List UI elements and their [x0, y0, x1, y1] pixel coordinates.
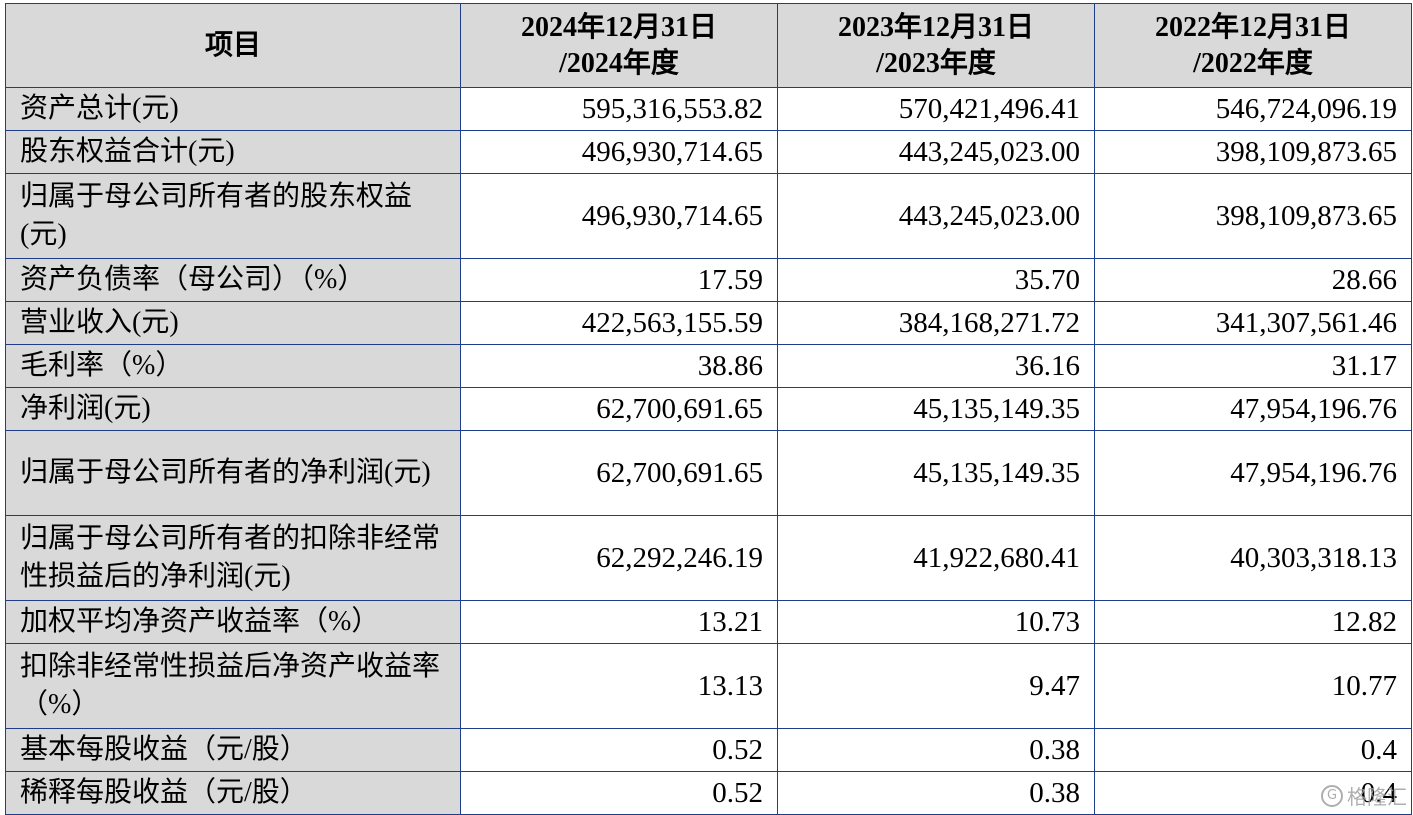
table-row: 归属于母公司所有者的净利润(元) 62,700,691.65 45,135,14… [5, 430, 1412, 516]
table-row: 营业收入(元) 422,563,155.59 384,168,271.72 34… [5, 301, 1412, 345]
cell-2022: 40,303,318.13 [1094, 515, 1412, 601]
table-row: 稀释每股收益（元/股） 0.52 0.38 0.4 [5, 771, 1412, 815]
cell-2024: 62,292,246.19 [460, 515, 778, 601]
cell-2024: 595,316,553.82 [460, 87, 778, 131]
cell-2022: 47,954,196.76 [1094, 387, 1412, 431]
row-label: 稀释每股收益（元/股） [5, 771, 461, 815]
cell-2024: 13.13 [460, 643, 778, 729]
row-label: 加权平均净资产收益率（%） [5, 600, 461, 644]
cell-2024: 496,930,714.65 [460, 173, 778, 259]
cell-2022: 28.66 [1094, 258, 1412, 302]
watermark: G 格隆汇 [1321, 781, 1407, 810]
cell-2023: 36.16 [777, 344, 1095, 388]
cell-2024: 62,700,691.65 [460, 387, 778, 431]
financial-summary-table: 项目 2024年12月31日 /2024年度 2023年12月31日 /2023… [5, 3, 1412, 815]
row-label: 股东权益合计(元) [5, 130, 461, 174]
header-col-2022: 2022年12月31日 /2022年度 [1094, 3, 1412, 88]
cell-2023: 10.73 [777, 600, 1095, 644]
cell-2024: 62,700,691.65 [460, 430, 778, 516]
header-col-2024-year: /2024年度 [559, 47, 679, 79]
cell-2022: 31.17 [1094, 344, 1412, 388]
row-label: 扣除非经常性损益后净资产收益率（%） [5, 643, 461, 729]
header-col-2023: 2023年12月31日 /2023年度 [777, 3, 1095, 88]
header-col-2022-year: /2022年度 [1193, 47, 1313, 79]
table-header-row: 项目 2024年12月31日 /2024年度 2023年12月31日 /2023… [5, 3, 1412, 88]
cell-2022: 47,954,196.76 [1094, 430, 1412, 516]
cell-2024: 496,930,714.65 [460, 130, 778, 174]
table-row: 资产总计(元) 595,316,553.82 570,421,496.41 54… [5, 87, 1412, 131]
table-row: 归属于母公司所有者的扣除非经常性损益后的净利润(元) 62,292,246.19… [5, 515, 1412, 601]
cell-2024: 0.52 [460, 728, 778, 772]
table-row: 扣除非经常性损益后净资产收益率（%） 13.13 9.47 10.77 [5, 643, 1412, 729]
row-label: 归属于母公司所有者的净利润(元) [5, 430, 461, 516]
row-label: 基本每股收益（元/股） [5, 728, 461, 772]
cell-2023: 0.38 [777, 728, 1095, 772]
row-label: 资产负债率（母公司）（%） [5, 258, 461, 302]
header-item: 项目 [5, 3, 461, 88]
header-col-2023-date: 2023年12月31日 [837, 11, 1034, 43]
cell-2023: 45,135,149.35 [777, 430, 1095, 516]
cell-2023: 0.38 [777, 771, 1095, 815]
table-row: 资产负债率（母公司）（%） 17.59 35.70 28.66 [5, 258, 1412, 302]
cell-2024: 0.52 [460, 771, 778, 815]
cell-2023: 443,245,023.00 [777, 130, 1095, 174]
cell-2022: 0.4 [1094, 771, 1412, 815]
table-row: 归属于母公司所有者的股东权益(元) 496,930,714.65 443,245… [5, 173, 1412, 259]
row-label: 净利润(元) [5, 387, 461, 431]
cell-2022: 10.77 [1094, 643, 1412, 729]
row-label: 归属于母公司所有者的扣除非经常性损益后的净利润(元) [5, 515, 461, 601]
header-col-2024: 2024年12月31日 /2024年度 [460, 3, 778, 88]
cell-2023: 443,245,023.00 [777, 173, 1095, 259]
watermark-text: 格隆汇 [1347, 785, 1407, 809]
row-label: 资产总计(元) [5, 87, 461, 131]
header-col-2023-year: /2023年度 [876, 47, 996, 79]
cell-2023: 570,421,496.41 [777, 87, 1095, 131]
cell-2022: 546,724,096.19 [1094, 87, 1412, 131]
row-label: 营业收入(元) [5, 301, 461, 345]
cell-2023: 45,135,149.35 [777, 387, 1095, 431]
row-label: 毛利率（%） [5, 344, 461, 388]
row-label: 归属于母公司所有者的股东权益(元) [5, 173, 461, 259]
table-row: 股东权益合计(元) 496,930,714.65 443,245,023.00 … [5, 130, 1412, 174]
table-row: 基本每股收益（元/股） 0.52 0.38 0.4 [5, 728, 1412, 772]
cell-2023: 9.47 [777, 643, 1095, 729]
cell-2024: 38.86 [460, 344, 778, 388]
table-row: 净利润(元) 62,700,691.65 45,135,149.35 47,95… [5, 387, 1412, 431]
cell-2022: 12.82 [1094, 600, 1412, 644]
cell-2022: 341,307,561.46 [1094, 301, 1412, 345]
cell-2024: 17.59 [460, 258, 778, 302]
cell-2022: 398,109,873.65 [1094, 130, 1412, 174]
cell-2024: 422,563,155.59 [460, 301, 778, 345]
watermark-logo-icon: G [1321, 784, 1343, 807]
cell-2023: 41,922,680.41 [777, 515, 1095, 601]
cell-2022: 0.4 [1094, 728, 1412, 772]
cell-2023: 384,168,271.72 [777, 301, 1095, 345]
cell-2022: 398,109,873.65 [1094, 173, 1412, 259]
table-row: 毛利率（%） 38.86 36.16 31.17 [5, 344, 1412, 388]
cell-2023: 35.70 [777, 258, 1095, 302]
header-col-2022-date: 2022年12月31日 [1154, 11, 1351, 43]
table-row: 加权平均净资产收益率（%） 13.21 10.73 12.82 [5, 600, 1412, 644]
header-col-2024-date: 2024年12月31日 [520, 11, 717, 43]
cell-2024: 13.21 [460, 600, 778, 644]
